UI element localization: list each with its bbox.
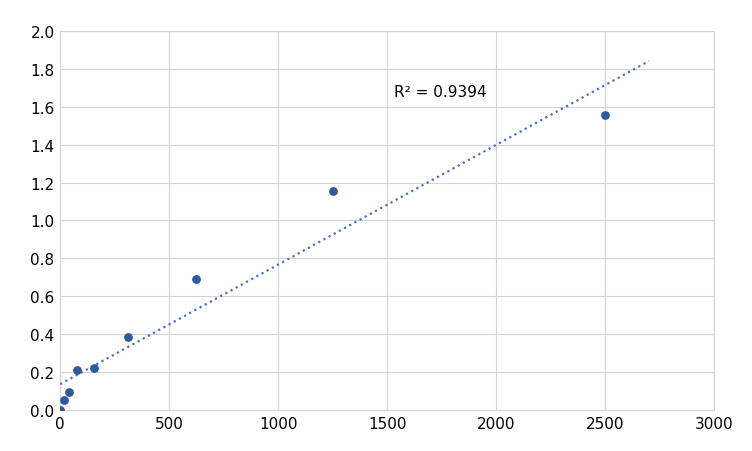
Point <box>71 366 83 373</box>
Point <box>59 396 71 404</box>
Point <box>54 406 66 414</box>
Point <box>123 334 135 341</box>
Point <box>88 364 100 372</box>
Point <box>599 112 611 120</box>
Point <box>62 389 74 396</box>
Point <box>190 276 202 283</box>
Text: R² = 0.9394: R² = 0.9394 <box>394 85 487 100</box>
Point <box>327 188 339 195</box>
